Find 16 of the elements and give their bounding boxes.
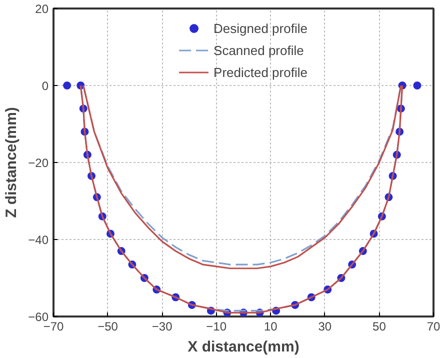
- x-tick-label: 10: [264, 320, 278, 334]
- x-tick-label: 70: [426, 320, 440, 334]
- x-tick-label: −30: [152, 320, 173, 334]
- x-tick-label: 50: [372, 320, 386, 334]
- y-tick-label: −20: [28, 156, 49, 170]
- x-tick-label: −50: [98, 320, 118, 334]
- y-tick-label: 20: [35, 2, 49, 16]
- legend-label: Designed profile: [214, 20, 308, 36]
- y-tick-label: 0: [42, 79, 49, 93]
- legend-label: Predicted profile: [214, 64, 308, 80]
- x-axis-title: X distance(mm): [188, 338, 300, 356]
- x-tick-label: −10: [206, 320, 227, 334]
- x-tick-label: 30: [318, 320, 332, 334]
- y-axis-title: Z distance(mm): [3, 107, 20, 218]
- y-tick-label: −40: [28, 233, 49, 247]
- legend-label: Scanned profile: [214, 42, 304, 58]
